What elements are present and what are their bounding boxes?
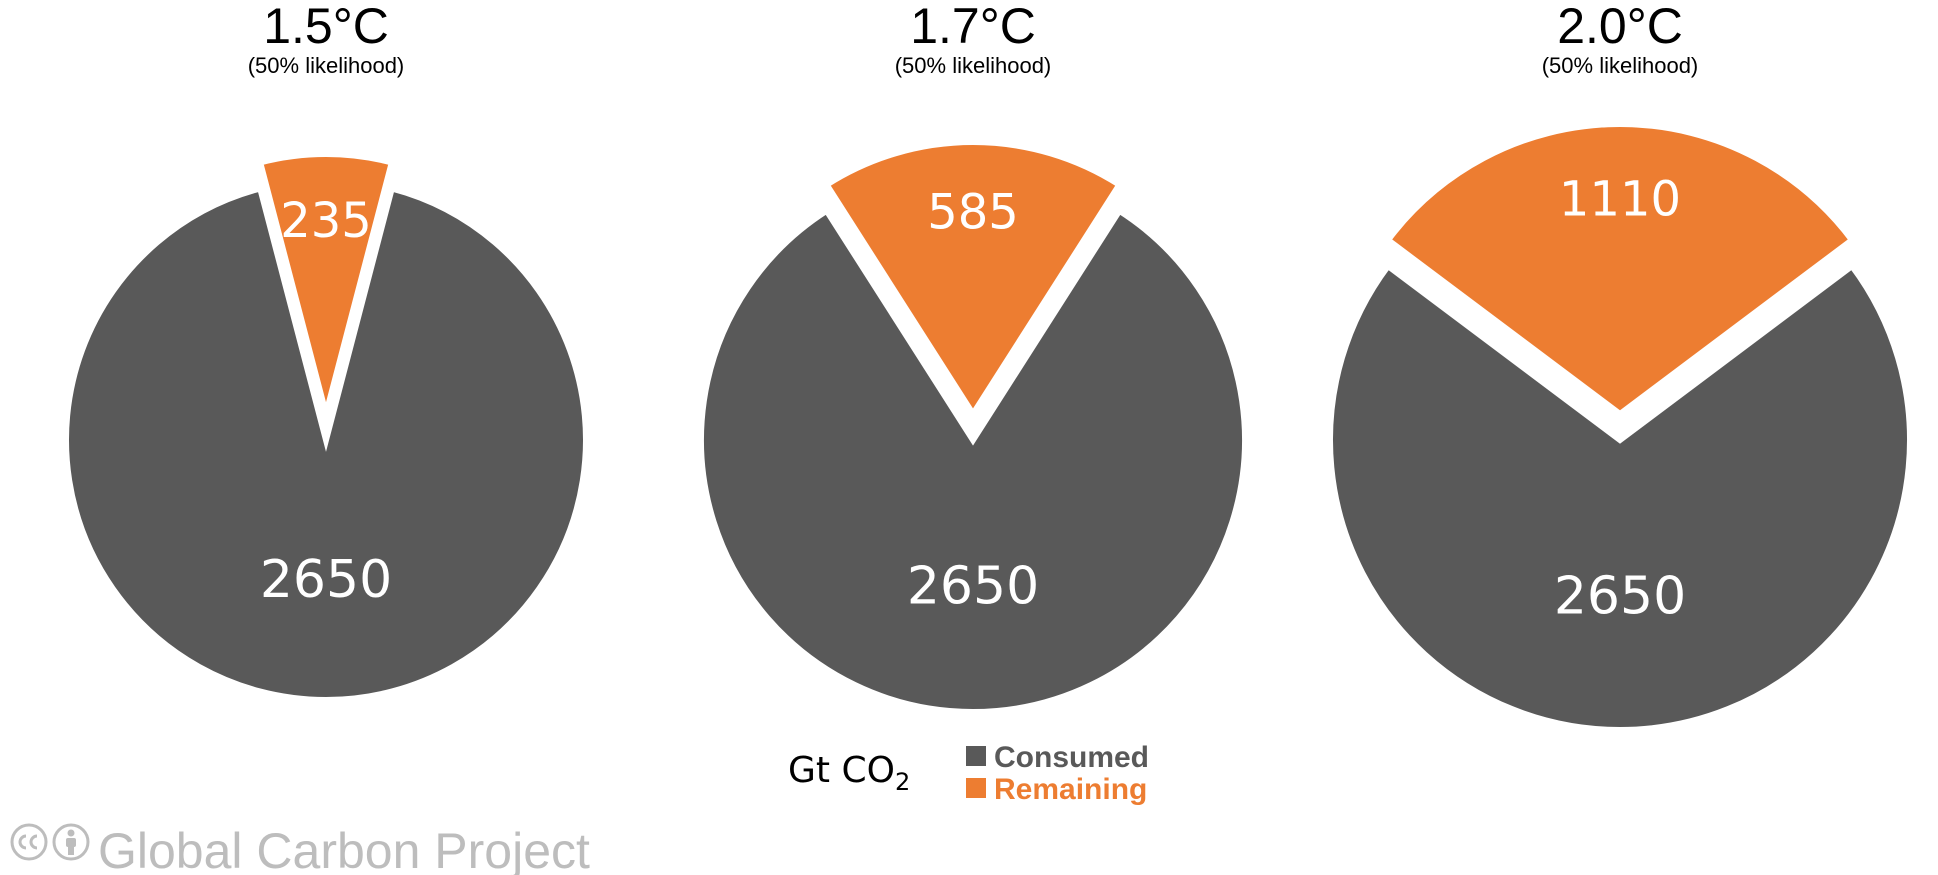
slice-label-remaining: 585 [927,184,1019,240]
pie-slice-remaining [256,151,396,426]
legend-item-remaining: Remaining [966,774,1147,806]
pie-title-2: 1.7°C (50% likelihood) [773,0,1173,80]
pie-subtitle: (50% likelihood) [247,53,405,78]
license-icons [10,816,92,874]
pie-title-temp: 2.0°C [1557,0,1683,54]
legend-swatch-remaining [966,778,986,798]
creative-commons-icon [10,823,48,861]
pie-slice-remaining [822,139,1124,420]
legend-unit-main: Gt CO [788,750,895,791]
pie-slice-consumed [698,206,1248,715]
pie-subtitle: (50% likelihood) [894,53,1052,78]
legend-swatch-consumed [966,746,986,766]
slice-label-consumed: 2650 [260,550,392,610]
legend-unit: Gt CO2 [788,750,910,796]
pie-title-1: 1.5°C (50% likelihood) [126,0,526,80]
watermark: Global Carbon Project [10,816,590,875]
pie-slice-consumed [63,184,589,703]
slice-label-consumed: 2650 [1554,567,1686,627]
legend-label-consumed: Consumed [994,741,1150,774]
slice-label-remaining: 235 [280,193,372,249]
pie-title-temp: 1.5°C [263,0,389,54]
pie-title-3: 2.0°C (50% likelihood) [1420,0,1820,80]
pie-title-temp: 1.7°C [910,0,1036,54]
slice-label-remaining: 1110 [1559,171,1681,227]
pie-slice-consumed [1327,261,1913,733]
slice-label-consumed: 2650 [907,557,1039,617]
legend-unit-subscript: 2 [894,768,911,796]
attribution-icon [52,823,90,861]
legend-item-consumed: Consumed [966,742,1149,774]
pie-subtitle: (50% likelihood) [1541,53,1699,78]
legend-label-remaining: Remaining [994,773,1148,806]
watermark-text: Global Carbon Project [98,823,590,875]
pie-slice-remaining [1383,121,1857,418]
